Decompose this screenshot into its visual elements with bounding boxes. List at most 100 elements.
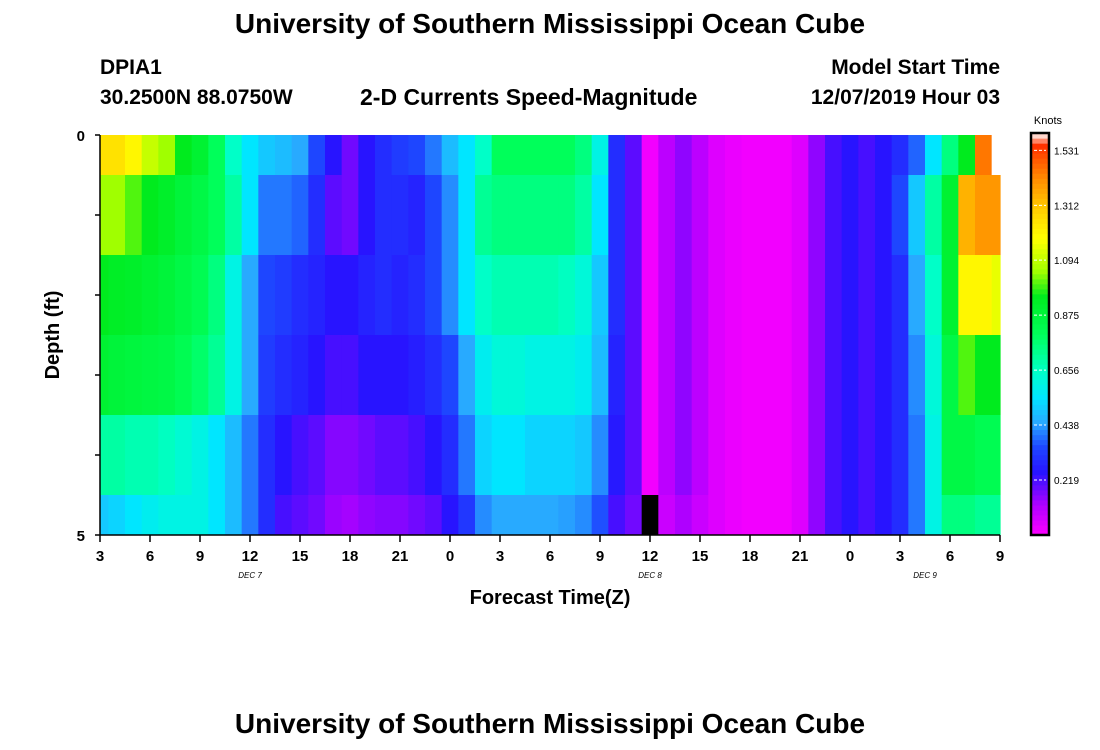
colorbar-segment bbox=[1031, 183, 1049, 189]
heatmap-cell bbox=[875, 495, 893, 535]
heatmap-cell bbox=[775, 335, 793, 415]
heatmap-cell bbox=[191, 175, 209, 255]
plot-title: 2-D Currents Speed-Magnitude bbox=[360, 84, 698, 110]
heatmap-cell bbox=[808, 175, 826, 255]
x-tick-label: 12 bbox=[642, 548, 659, 565]
heatmap-cell bbox=[841, 255, 859, 335]
heatmap-cell bbox=[308, 255, 326, 335]
heatmap-cell bbox=[575, 135, 593, 175]
x-tick-label: 18 bbox=[342, 548, 359, 565]
heatmap-cell bbox=[241, 495, 259, 535]
heatmap-cell bbox=[625, 175, 643, 255]
heatmap-cell bbox=[358, 415, 376, 495]
heatmap-cell bbox=[625, 335, 643, 415]
heatmap-cell bbox=[391, 255, 409, 335]
heatmap-cell bbox=[341, 175, 359, 255]
day-label: DEC 8 bbox=[638, 571, 662, 580]
heatmap-cell bbox=[825, 255, 843, 335]
heatmap-cell bbox=[525, 335, 543, 415]
heatmap-cell bbox=[525, 255, 543, 335]
heatmap-cell bbox=[275, 335, 293, 415]
colorbar-segment bbox=[1031, 344, 1049, 350]
heatmap-cell bbox=[758, 495, 776, 535]
heatmap-cell bbox=[108, 495, 126, 535]
heatmap-cell bbox=[841, 175, 859, 255]
colorbar-segment bbox=[1031, 334, 1049, 340]
heatmap-cell bbox=[158, 135, 176, 175]
heatmap-cell bbox=[408, 135, 426, 175]
heatmap-cell bbox=[908, 495, 926, 535]
heatmap-cell bbox=[975, 415, 993, 495]
heatmap-cell bbox=[608, 255, 626, 335]
colorbar-segment bbox=[1031, 379, 1049, 385]
colorbar-segment bbox=[1031, 514, 1049, 521]
colorbar-segment bbox=[1031, 308, 1049, 315]
heatmap-cell bbox=[891, 135, 909, 175]
station-id: DPIA1 bbox=[100, 56, 162, 79]
heatmap-cell bbox=[641, 255, 659, 335]
heatmap-cell bbox=[275, 415, 293, 495]
colorbar-segment bbox=[1031, 394, 1049, 400]
heatmap-cell bbox=[908, 175, 926, 255]
heatmap-cell bbox=[858, 175, 876, 255]
heatmap-cell bbox=[658, 135, 676, 175]
colorbar-segment bbox=[1031, 233, 1049, 240]
heatmap-cell bbox=[408, 255, 426, 335]
heatmap-cell bbox=[691, 495, 709, 535]
heatmap-cell bbox=[241, 415, 259, 495]
heatmap-cell bbox=[791, 335, 809, 415]
heatmap-cell bbox=[158, 415, 176, 495]
heatmap-cell bbox=[758, 255, 776, 335]
colorbar-segment bbox=[1031, 524, 1049, 531]
heatmap-cell bbox=[291, 335, 309, 415]
heatmap-cell bbox=[725, 495, 743, 535]
heatmap-cell bbox=[258, 415, 276, 495]
colorbar-segment bbox=[1031, 504, 1049, 511]
heatmap-cell bbox=[225, 495, 243, 535]
colorbar-segment bbox=[1031, 188, 1049, 194]
heatmap-cell bbox=[875, 135, 893, 175]
colorbar-segment bbox=[1031, 349, 1049, 355]
heatmap-cell bbox=[641, 335, 659, 415]
heatmap-cell bbox=[658, 255, 676, 335]
heatmap-cell bbox=[241, 135, 259, 175]
heatmap-cell bbox=[708, 335, 726, 415]
heatmap-cell bbox=[741, 135, 759, 175]
colorbar-segment bbox=[1031, 409, 1049, 415]
x-tick-label: 9 bbox=[596, 548, 604, 565]
heatmap-cell bbox=[425, 335, 443, 415]
colorbar-tick-label: 1.312 bbox=[1054, 201, 1079, 212]
heatmap-cells bbox=[100, 135, 1001, 535]
heatmap-cell bbox=[375, 135, 393, 175]
heatmap-cell bbox=[575, 255, 593, 335]
heatmap-cell bbox=[641, 415, 659, 495]
heatmap-cell bbox=[675, 415, 693, 495]
colorbar-segment bbox=[1031, 323, 1049, 330]
heatmap-cell bbox=[625, 135, 643, 175]
heatmap-cell bbox=[875, 335, 893, 415]
heatmap-cell bbox=[891, 415, 909, 495]
heatmap-cell bbox=[725, 175, 743, 255]
heatmap-cell bbox=[325, 495, 343, 535]
heatmap-cell bbox=[691, 255, 709, 335]
heatmap-cell bbox=[541, 415, 559, 495]
heatmap-cell bbox=[475, 495, 493, 535]
colorbar-segment bbox=[1031, 419, 1049, 426]
heatmap-cell bbox=[125, 255, 143, 335]
colorbar-segment bbox=[1031, 339, 1049, 345]
colorbar-segment bbox=[1031, 389, 1049, 395]
heatmap-cell bbox=[758, 175, 776, 255]
heatmap-cell bbox=[141, 175, 159, 255]
colorbar-segment bbox=[1031, 474, 1049, 481]
heatmap-cell bbox=[675, 335, 693, 415]
heatmap-cell bbox=[475, 335, 493, 415]
heatmap-cell bbox=[925, 255, 943, 335]
day-label: DEC 7 bbox=[238, 571, 262, 580]
heatmap-cell bbox=[325, 255, 343, 335]
heatmap-cell bbox=[158, 255, 176, 335]
heatmap-cell bbox=[708, 135, 726, 175]
heatmap-cell bbox=[125, 335, 143, 415]
x-tick-label: 9 bbox=[996, 548, 1004, 565]
heatmap-cell bbox=[825, 135, 843, 175]
heatmap-cell bbox=[675, 135, 693, 175]
